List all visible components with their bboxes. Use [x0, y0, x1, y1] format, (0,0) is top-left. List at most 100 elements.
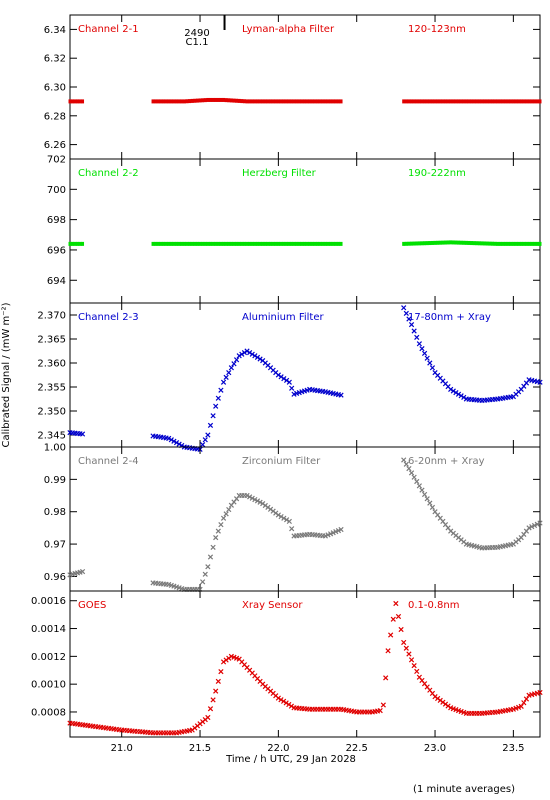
data-point	[247, 349, 253, 356]
x-tick-label: 23.0	[424, 743, 446, 754]
y-tick-label: 2.345	[37, 431, 66, 442]
data-point	[433, 240, 437, 245]
data-point	[441, 240, 445, 245]
data-point	[214, 241, 218, 246]
data-point	[464, 240, 468, 245]
data-point	[537, 520, 543, 526]
data-point	[289, 526, 295, 532]
data-point	[430, 99, 434, 104]
data-point	[334, 99, 338, 104]
data-point	[278, 513, 284, 520]
data-point	[226, 506, 232, 513]
data-point	[522, 99, 526, 104]
panels-layer: 6.26 6.28 6.30 6.32 6.34 Channel 2-1 Lyman-alp…	[31, 14, 543, 754]
data-point	[415, 241, 419, 246]
data-point	[159, 241, 163, 246]
data-point	[81, 99, 85, 104]
data-point	[424, 496, 430, 502]
panel-label: 6-20nm + Xray	[408, 456, 485, 467]
data-point	[504, 241, 508, 246]
y-tick-label: 6.32	[44, 54, 66, 65]
panel-5: 0.0008 0.0010 0.0012 0.0014 0.0016 21.0 21.5 22…	[31, 590, 543, 754]
data-point	[68, 99, 72, 104]
data-point	[514, 99, 518, 104]
y-tick-label: 0.96	[44, 572, 66, 583]
data-point	[286, 379, 292, 385]
data-point	[71, 241, 75, 246]
data-point	[283, 377, 290, 384]
data-point	[235, 241, 239, 246]
data-point	[459, 99, 463, 104]
data-point	[490, 241, 494, 246]
y-tick-label: 0.97	[44, 540, 66, 551]
data-point	[200, 441, 206, 448]
data-point	[202, 571, 208, 577]
data-point	[198, 241, 202, 246]
data-point	[521, 700, 527, 706]
data-point	[496, 241, 500, 246]
data-point	[229, 98, 233, 103]
data-point	[200, 579, 206, 585]
data-point	[535, 99, 539, 104]
data-point	[436, 99, 440, 104]
data-point	[255, 241, 259, 246]
y-tick-label: 0.98	[44, 507, 66, 518]
data-point	[180, 99, 184, 104]
data-point	[523, 696, 530, 702]
x-tick-label: 21.0	[111, 743, 133, 754]
data-point	[533, 241, 537, 246]
data-point	[281, 515, 287, 521]
y-tick-label: 0.0010	[31, 680, 66, 691]
data-point	[504, 99, 508, 104]
data-point	[247, 494, 253, 500]
data-point	[244, 348, 250, 354]
data-point	[459, 240, 463, 245]
data-point	[414, 478, 420, 485]
data-point	[336, 99, 340, 104]
data-point	[404, 99, 408, 104]
data-point	[537, 379, 543, 385]
panel-frame	[69, 302, 541, 448]
data-point	[185, 99, 189, 104]
data-point	[286, 701, 292, 708]
data-point	[240, 241, 244, 246]
data-point	[73, 241, 77, 246]
panel-label: Channel 2-2	[78, 168, 139, 179]
data-point	[241, 349, 248, 356]
data-point	[410, 99, 414, 104]
data-point	[538, 99, 542, 104]
panel-label: Channel 2-3	[78, 312, 139, 323]
y-tick-label: 2.365	[37, 335, 66, 346]
data-point	[242, 241, 246, 246]
data-point	[175, 241, 179, 246]
panel-label: 190-222nm	[408, 168, 466, 179]
data-point	[537, 689, 543, 696]
data-point	[380, 702, 386, 708]
data-point	[193, 98, 197, 103]
data-point	[205, 432, 211, 438]
data-point	[255, 99, 259, 104]
data-point	[211, 97, 215, 102]
data-point	[403, 645, 409, 651]
data-point	[519, 241, 523, 246]
data-point	[275, 372, 281, 378]
data-point	[308, 99, 312, 104]
data-point	[151, 99, 155, 104]
data-point	[297, 241, 301, 246]
data-point	[218, 387, 224, 393]
data-point	[305, 241, 309, 246]
data-point	[383, 675, 389, 681]
data-point	[406, 465, 412, 472]
data-point	[323, 99, 327, 104]
data-point	[287, 241, 291, 246]
y-tick-label: 6.28	[44, 111, 66, 122]
data-point	[280, 698, 287, 704]
data-point	[429, 504, 436, 511]
data-point	[446, 99, 450, 104]
data-point	[427, 500, 433, 506]
panel-label: Zirconium Filter	[242, 456, 321, 467]
data-point	[338, 392, 344, 398]
data-point	[167, 241, 171, 246]
data-point	[224, 98, 228, 103]
panel-label: Channel 2-1	[78, 24, 139, 35]
